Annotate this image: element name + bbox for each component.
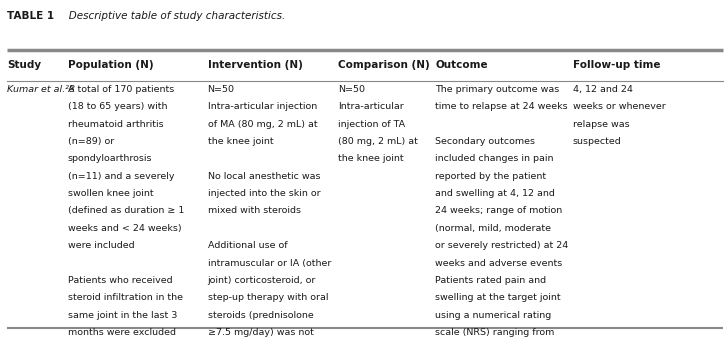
Text: Outcome: Outcome xyxy=(436,60,488,70)
Text: Kumar et al.²8: Kumar et al.²8 xyxy=(7,85,75,94)
Text: TABLE 1: TABLE 1 xyxy=(7,12,54,21)
Text: months were excluded: months were excluded xyxy=(68,328,176,337)
Text: Descriptive table of study characteristics.: Descriptive table of study characteristi… xyxy=(60,12,285,21)
Text: weeks and adverse events: weeks and adverse events xyxy=(436,258,563,268)
Text: suspected: suspected xyxy=(573,137,621,146)
Text: (n=89) or: (n=89) or xyxy=(68,137,114,146)
Text: injection of TA: injection of TA xyxy=(338,120,405,129)
Text: Comparison (N): Comparison (N) xyxy=(338,60,430,70)
Text: intramuscular or IA (other: intramuscular or IA (other xyxy=(208,258,331,268)
Text: Intra-articular: Intra-articular xyxy=(338,102,404,111)
Text: relapse was: relapse was xyxy=(573,120,629,129)
Text: steroid infiltration in the: steroid infiltration in the xyxy=(68,293,183,302)
Text: swollen knee joint: swollen knee joint xyxy=(68,189,154,198)
Text: Patients who received: Patients who received xyxy=(68,276,173,285)
Text: Patients rated pain and: Patients rated pain and xyxy=(436,276,547,285)
Text: injected into the skin or: injected into the skin or xyxy=(208,189,320,198)
Text: weeks and < 24 weeks): weeks and < 24 weeks) xyxy=(68,224,182,233)
Text: the knee joint: the knee joint xyxy=(208,137,273,146)
Text: (defined as duration ≥ 1: (defined as duration ≥ 1 xyxy=(68,206,184,216)
Text: the knee joint: the knee joint xyxy=(338,154,404,163)
Text: Follow-up time: Follow-up time xyxy=(573,60,660,70)
Text: same joint in the last 3: same joint in the last 3 xyxy=(68,311,177,320)
Text: included changes in pain: included changes in pain xyxy=(436,154,554,163)
Text: were included: were included xyxy=(68,241,134,250)
Text: (18 to 65 years) with: (18 to 65 years) with xyxy=(68,102,168,111)
Text: mixed with steroids: mixed with steroids xyxy=(208,206,301,216)
Text: or severely restricted) at 24: or severely restricted) at 24 xyxy=(436,241,568,250)
Text: step-up therapy with oral: step-up therapy with oral xyxy=(208,293,328,302)
Text: No local anesthetic was: No local anesthetic was xyxy=(208,172,320,181)
Text: using a numerical rating: using a numerical rating xyxy=(436,311,552,320)
Text: weeks or whenever: weeks or whenever xyxy=(573,102,666,111)
Text: ≥7.5 mg/day) was not: ≥7.5 mg/day) was not xyxy=(208,328,314,337)
Text: spondyloarthrosis: spondyloarthrosis xyxy=(68,154,152,163)
Text: 24 weeks; range of motion: 24 weeks; range of motion xyxy=(436,206,563,216)
Text: steroids (prednisolone: steroids (prednisolone xyxy=(208,311,313,320)
Text: Intra-articular injection: Intra-articular injection xyxy=(208,102,317,111)
Text: N=50: N=50 xyxy=(208,85,234,94)
Text: Population (N): Population (N) xyxy=(68,60,154,70)
Text: scale (NRS) ranging from: scale (NRS) ranging from xyxy=(436,328,555,337)
Text: swelling at the target joint: swelling at the target joint xyxy=(436,293,561,302)
Text: Secondary outcomes: Secondary outcomes xyxy=(436,137,535,146)
Text: (n=11) and a severely: (n=11) and a severely xyxy=(68,172,174,181)
Text: (normal, mild, moderate: (normal, mild, moderate xyxy=(436,224,551,233)
Text: Additional use of: Additional use of xyxy=(208,241,287,250)
Text: N=50: N=50 xyxy=(338,85,364,94)
Text: (80 mg, 2 mL) at: (80 mg, 2 mL) at xyxy=(338,137,417,146)
Text: Study: Study xyxy=(7,60,41,70)
Text: rheumatoid arthritis: rheumatoid arthritis xyxy=(68,120,163,129)
Text: time to relapse at 24 weeks: time to relapse at 24 weeks xyxy=(436,102,568,111)
Text: The primary outcome was: The primary outcome was xyxy=(436,85,560,94)
Text: joint) corticosteroid, or: joint) corticosteroid, or xyxy=(208,276,316,285)
Text: of MA (80 mg, 2 mL) at: of MA (80 mg, 2 mL) at xyxy=(208,120,317,129)
Text: 4, 12 and 24: 4, 12 and 24 xyxy=(573,85,632,94)
Text: Intervention (N): Intervention (N) xyxy=(208,60,303,70)
Text: and swelling at 4, 12 and: and swelling at 4, 12 and xyxy=(436,189,555,198)
Text: reported by the patient: reported by the patient xyxy=(436,172,547,181)
Text: A total of 170 patients: A total of 170 patients xyxy=(68,85,174,94)
